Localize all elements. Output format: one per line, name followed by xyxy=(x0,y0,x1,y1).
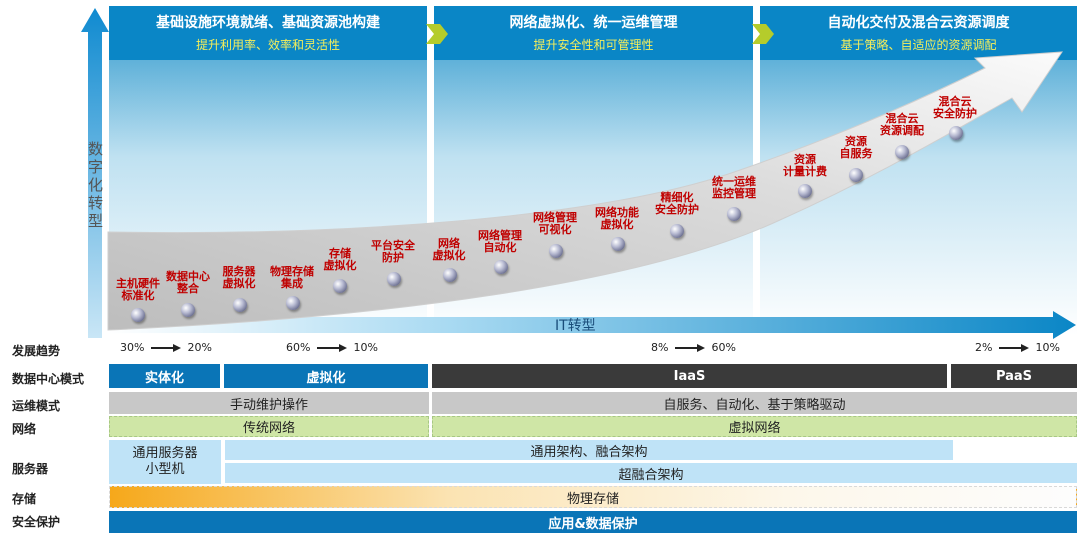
milestone-dot xyxy=(131,308,145,322)
network-virtual: 虚拟网络 xyxy=(432,416,1077,437)
horizontal-axis-arrow xyxy=(108,311,1076,339)
milestone-label: 精细化 安全防护 xyxy=(655,191,699,216)
milestone-label: 存储 虚拟化 xyxy=(323,247,357,272)
row-label-server: 服务器 xyxy=(12,462,49,476)
row-label-trend: 发展趋势 xyxy=(12,344,61,358)
milestone-label: 网络功能 虚拟化 xyxy=(595,206,639,231)
trend-to: 20% xyxy=(187,341,212,354)
phase-title: 自动化交付及混合云资源调度 xyxy=(827,15,1010,31)
arrow-right-icon xyxy=(674,342,705,355)
arrow-right-icon xyxy=(316,342,347,355)
phase-header-2: 网络虚拟化、统一运维管理 提升安全性和可管理性 xyxy=(434,6,753,60)
arrow-right-icon xyxy=(998,342,1029,355)
arrow-right-icon xyxy=(150,342,181,355)
row-label-dc-mode: 数据中心模式 xyxy=(12,372,85,386)
row-label-network: 网络 xyxy=(12,422,37,436)
y-axis-label-char: 型 xyxy=(88,212,104,230)
milestone-label: 服务器 虚拟化 xyxy=(222,265,256,290)
phase-header-1: 基础设施环境就绪、基础资源池构建 提升利用率、效率和灵活性 xyxy=(109,6,427,60)
row-label-security: 安全保护 xyxy=(12,515,61,529)
y-axis-label-char: 数 xyxy=(88,140,104,158)
storage-physical: 物理存储 xyxy=(109,486,1077,508)
growth-curve-arrow xyxy=(107,51,1063,331)
milestone-dot xyxy=(286,296,300,310)
ops-mode-automated: 自服务、自动化、基于策略驱动 xyxy=(432,392,1077,414)
y-axis-label-char: 转 xyxy=(88,194,104,212)
phase-header-3: 自动化交付及混合云资源调度 基于策略、自适应的资源调配 xyxy=(760,6,1077,60)
milestone-label: 网络 虚拟化 xyxy=(432,237,466,262)
row-label-storage: 存储 xyxy=(12,492,37,506)
milestone-dot xyxy=(949,126,963,140)
milestone-label: 数据中心 整合 xyxy=(166,270,210,295)
milestone-label: 物理存储 集成 xyxy=(270,265,314,290)
milestone-dot xyxy=(494,260,508,274)
trend-from: 8% xyxy=(651,341,669,354)
milestone-label: 混合云 资源调配 xyxy=(880,112,924,137)
server-converged: 通用架构、融合架构 xyxy=(225,440,953,460)
trend-item-3: 8% 60% xyxy=(651,341,736,355)
phase-subtitle: 提升安全性和可管理性 xyxy=(533,38,654,52)
server-hyperconverged: 超融合架构 xyxy=(225,463,1077,483)
milestone-label: 混合云 安全防护 xyxy=(933,95,977,120)
x-axis-label: IT转型 xyxy=(555,318,596,334)
milestone-label: 平台安全 防护 xyxy=(371,239,415,264)
milestone-label: 主机硬件 标准化 xyxy=(116,277,160,302)
trend-from: 2% xyxy=(975,341,993,354)
milestone-label: 网络管理 自动化 xyxy=(478,229,522,254)
milestone-label: 资源 自服务 xyxy=(839,135,873,160)
milestone-dot xyxy=(849,168,863,182)
ops-mode-manual: 手动维护操作 xyxy=(109,392,429,414)
milestone-dot xyxy=(798,184,812,198)
vertical-axis-arrow xyxy=(81,8,109,338)
dc-mode-physical: 实体化 xyxy=(109,364,220,388)
milestone-dot xyxy=(727,207,741,221)
milestone-dot xyxy=(549,244,563,258)
milestone-dot xyxy=(333,279,347,293)
chevron-icon xyxy=(752,24,774,44)
trend-item-4: 2% 10% xyxy=(975,341,1060,355)
dc-mode-virtualized: 虚拟化 xyxy=(224,364,428,388)
trend-item-1: 30% 20% xyxy=(120,341,212,355)
trend-to: 10% xyxy=(353,341,378,354)
milestone-dot xyxy=(387,272,401,286)
y-axis-label-char: 化 xyxy=(88,176,104,194)
dc-mode-paas: PaaS xyxy=(951,364,1077,388)
milestone-dot xyxy=(443,268,457,282)
trend-item-2: 60% 10% xyxy=(286,341,378,355)
phase-title: 网络虚拟化、统一运维管理 xyxy=(509,15,678,31)
milestone-label: 资源 计量计费 xyxy=(783,153,827,178)
row-label-ops: 运维模式 xyxy=(12,399,61,413)
milestone-dot xyxy=(895,145,909,159)
y-axis-label-char: 字 xyxy=(88,158,104,176)
milestone-dot xyxy=(611,237,625,251)
milestone-dot xyxy=(233,298,247,312)
phase-subtitle: 提升利用率、效率和灵活性 xyxy=(195,38,340,52)
dc-mode-iaas: IaaS xyxy=(432,364,947,388)
network-traditional: 传统网络 xyxy=(109,416,429,437)
chevron-icon xyxy=(426,24,448,44)
milestone-label: 网络管理 可视化 xyxy=(533,211,577,236)
trend-from: 60% xyxy=(286,341,311,354)
milestone-dot xyxy=(181,303,195,317)
server-legacy: 通用服务器 小型机 xyxy=(109,440,221,484)
phase-title: 基础设施环境就绪、基础资源池构建 xyxy=(156,15,380,31)
trend-to: 10% xyxy=(1035,341,1060,354)
trend-to: 60% xyxy=(711,341,736,354)
milestone-label: 统一运维 监控管理 xyxy=(712,175,756,200)
security-app-data: 应用&数据保护 xyxy=(109,511,1077,533)
milestone-dot xyxy=(670,224,684,238)
phase-subtitle: 基于策略、自适应的资源调配 xyxy=(840,38,997,52)
trend-from: 30% xyxy=(120,341,145,354)
